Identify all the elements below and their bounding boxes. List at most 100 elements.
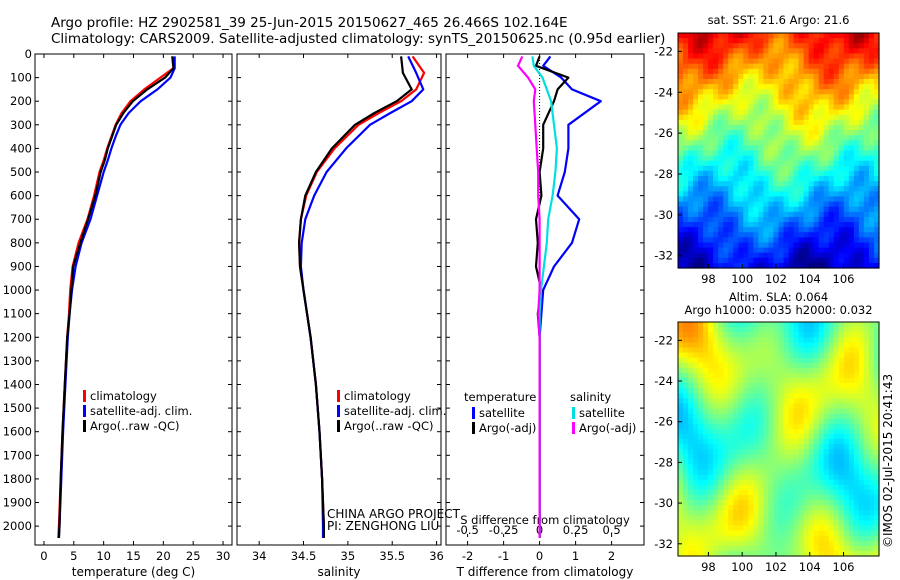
heatmap-cell: [708, 545, 714, 552]
heatmap-cell: [783, 327, 790, 333]
heatmap-cell: [718, 505, 724, 511]
heatmap-cell: [703, 58, 709, 65]
heatmap-cell: [858, 155, 865, 162]
heatmap-cell: [853, 63, 860, 70]
heatmap-cell: [678, 423, 684, 430]
heatmap-cell: [688, 398, 694, 404]
heatmap-cell: [738, 540, 744, 547]
heatmap-cell: [803, 135, 810, 141]
heatmap-cell: [823, 439, 830, 445]
heatmap-cell: [683, 181, 689, 187]
heatmap-cell: [818, 170, 825, 177]
heatmap-cell: [703, 222, 709, 228]
heatmap-cell: [753, 145, 760, 152]
heatmap-cell: [783, 484, 790, 491]
heatmap-cell: [808, 222, 815, 228]
heatmap-cell: [718, 186, 724, 192]
heatmap-cell: [793, 403, 800, 410]
heatmap-cell: [853, 372, 860, 379]
heatmap-cell: [718, 525, 724, 532]
heatmap-cell: [793, 247, 800, 254]
heatmap-cell: [833, 89, 840, 95]
heatmap-cell: [788, 515, 795, 521]
heatmap-cell: [753, 388, 760, 394]
heatmap-cell: [678, 237, 684, 244]
heatmap-cell: [868, 464, 875, 471]
heatmap-cell: [768, 78, 775, 85]
heatmap-cell: [678, 155, 684, 162]
heatmap-cell: [768, 484, 775, 491]
heatmap-cell: [678, 114, 684, 121]
heatmap-cell: [828, 474, 835, 481]
heatmap-cell: [828, 232, 835, 238]
heatmap-cell: [828, 449, 835, 455]
heatmap-cell: [698, 145, 704, 152]
heatmap-cell: [798, 372, 805, 379]
heatmap-cell: [758, 109, 765, 116]
heatmap-cell: [823, 464, 830, 471]
heatmap-cell: [788, 104, 795, 111]
heatmap-cell: [728, 89, 734, 95]
heatmap-cell: [838, 237, 845, 244]
heatmap-cell: [773, 201, 780, 208]
heatmap-cell: [738, 372, 744, 379]
heatmap-cell: [713, 515, 719, 521]
heatmap-cell: [743, 550, 749, 557]
heatmap-cell: [763, 155, 770, 162]
heatmap-cell: [873, 327, 880, 333]
heatmap-cell: [718, 479, 724, 486]
heatmap-cell: [858, 130, 865, 136]
heatmap-cell: [788, 196, 795, 203]
heatmap-cell: [828, 38, 835, 44]
heatmap-cell: [703, 393, 709, 399]
heatmap-cell: [803, 489, 810, 496]
heatmap-cell: [708, 78, 714, 85]
heatmap-cell: [793, 393, 800, 399]
heatmap-cell: [803, 535, 810, 542]
heatmap-cell: [723, 413, 729, 420]
heatmap-cell: [823, 500, 830, 506]
heatmap-cell: [728, 160, 734, 167]
map-title: sat. SST: 21.6 Argo: 21.6: [708, 13, 850, 27]
heatmap-cell: [848, 247, 855, 254]
heatmap-cell: [708, 63, 714, 70]
heatmap-cell: [678, 535, 684, 542]
heatmap-cell: [748, 357, 754, 364]
heatmap-cell: [743, 191, 749, 198]
heatmap-cell: [748, 242, 754, 249]
y-tick-label: -32: [654, 537, 673, 551]
heatmap-cell: [693, 342, 699, 349]
heatmap-cell: [808, 257, 815, 264]
heatmap-cell: [868, 227, 875, 233]
heatmap-cell: [773, 327, 780, 333]
heatmap-cell: [683, 550, 689, 557]
heatmap-cell: [843, 63, 850, 70]
heatmap-cell: [848, 474, 855, 481]
heatmap-cell: [703, 94, 709, 101]
heatmap-cell: [858, 140, 865, 146]
heatmap-cell: [828, 357, 835, 364]
heatmap-cell: [808, 474, 815, 481]
heatmap-cell: [833, 372, 840, 379]
heatmap-cell: [813, 38, 820, 44]
heatmap-cell: [743, 444, 749, 450]
heatmap-cell: [833, 362, 840, 369]
heatmap-cell: [763, 337, 770, 343]
heatmap-cell: [748, 535, 754, 542]
heatmap-cell: [733, 464, 739, 471]
heatmap-cell: [703, 48, 709, 55]
heatmap-cell: [703, 257, 709, 264]
heatmap-cell: [763, 237, 770, 244]
y-tick-label: 100: [10, 71, 32, 85]
heatmap-cell: [828, 48, 835, 55]
heatmap-cell: [798, 520, 805, 527]
heatmap-cell: [768, 94, 775, 101]
y-tick-label: -22: [654, 44, 673, 58]
heatmap-cell: [688, 545, 694, 552]
heatmap-cell: [678, 357, 684, 364]
heatmap-cell: [778, 322, 785, 328]
heatmap-cell: [693, 216, 699, 223]
heatmap-cell: [843, 145, 850, 152]
heatmap-cell: [763, 398, 770, 404]
heatmap-cell: [813, 222, 820, 228]
